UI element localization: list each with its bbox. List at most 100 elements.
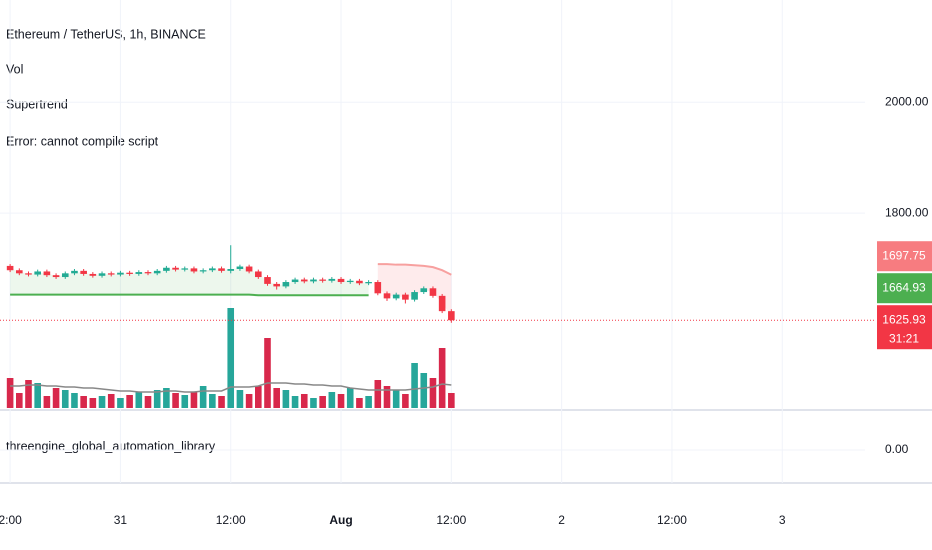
volume-bar	[98, 396, 106, 408]
chart-title: Ethereum / TetherUS, 1h, BINANCE	[6, 27, 206, 41]
volume-bar	[153, 390, 161, 408]
candle-body	[107, 273, 115, 275]
volume-bar	[190, 392, 198, 408]
indicator-name[interactable]: threengine_global_automation_library	[6, 439, 216, 453]
volume-bar	[181, 395, 189, 408]
candle-body	[16, 270, 23, 274]
volume-bar	[356, 398, 363, 408]
candle-body	[319, 279, 326, 281]
candle-body	[227, 268, 235, 271]
volume-bar	[34, 383, 41, 408]
candle-body	[135, 272, 143, 274]
volume-bar	[264, 338, 271, 408]
volume-bar	[236, 390, 244, 408]
volume-bar	[61, 390, 69, 408]
candle-body	[43, 271, 51, 276]
volume-bar	[163, 388, 170, 408]
volume-bar	[227, 308, 235, 408]
candle-body	[420, 288, 428, 293]
candle-body	[117, 272, 124, 275]
x-tick-label: 12:00	[216, 513, 246, 527]
volume-bar	[448, 393, 455, 408]
candle-body	[255, 271, 262, 278]
x-tick-label: 12:00	[657, 513, 687, 527]
volume-bar	[107, 394, 115, 408]
legend-item[interactable]: Supertrend	[6, 97, 68, 111]
volume-bar	[52, 388, 60, 408]
candle-body	[25, 273, 32, 275]
volume-bar	[245, 394, 253, 408]
candle-body	[126, 272, 133, 274]
x-tick-label: Aug	[329, 513, 352, 527]
candle-body	[346, 280, 354, 283]
volume-bar	[438, 348, 446, 408]
candle-body	[374, 282, 382, 294]
candle-body	[172, 267, 179, 270]
y-tick-label: 2000.00	[885, 94, 929, 108]
candle-body	[291, 279, 299, 283]
volume-bar	[392, 390, 400, 408]
volume-bar	[126, 395, 133, 408]
candle-body	[264, 277, 271, 284]
price-label: 1625.93	[882, 312, 926, 326]
candle-body	[163, 267, 170, 271]
candle-body	[52, 275, 60, 278]
y-tick-label: 0.00	[885, 442, 909, 456]
volume-bar	[209, 394, 216, 408]
volume-bar	[300, 394, 308, 408]
candle-body	[6, 265, 14, 271]
candle-body	[209, 268, 216, 271]
price-label-bg	[877, 241, 932, 272]
volume-bar	[282, 390, 290, 408]
y-tick-label: 1800.00	[885, 205, 929, 219]
candle-body	[429, 288, 437, 296]
volume-bar	[346, 388, 354, 408]
candle-body	[448, 311, 455, 321]
x-tick-label: 2	[558, 513, 565, 527]
candle-body	[236, 266, 244, 269]
candle-body	[411, 292, 418, 300]
supertrend-line	[10, 293, 369, 297]
candle-body	[144, 272, 152, 274]
candle-body	[365, 282, 372, 284]
candle-body	[282, 282, 290, 287]
price-label-bg	[877, 305, 932, 350]
x-tick-label: 31	[114, 513, 128, 527]
volume-bar	[172, 393, 179, 408]
candle-body	[245, 266, 253, 272]
volume-bar	[89, 398, 97, 408]
volume-bar	[135, 392, 143, 408]
candle-body	[89, 273, 97, 276]
candle-body	[392, 294, 400, 299]
candle-body	[356, 280, 363, 284]
volume-bar	[80, 396, 87, 408]
candle-body	[310, 279, 317, 282]
legend-item[interactable]: Vol	[6, 62, 23, 76]
candle-body	[438, 295, 446, 312]
countdown: 31:21	[889, 331, 919, 345]
volume-bar	[374, 380, 382, 408]
candle-body	[402, 294, 409, 300]
volume-bar	[420, 373, 428, 408]
x-tick-label: 3	[779, 513, 786, 527]
candle-body	[190, 268, 198, 272]
price-label: 1664.93	[882, 280, 926, 294]
volume-bar	[429, 378, 437, 408]
volume-bar	[255, 386, 262, 408]
candle-body	[61, 273, 69, 278]
candle-body	[273, 283, 280, 287]
candle-body	[328, 278, 336, 281]
candle-body	[300, 279, 308, 282]
legend-item[interactable]: Error: cannot compile script	[6, 134, 159, 148]
volume-bar	[310, 398, 317, 408]
candle-body	[98, 273, 106, 276]
volume-bar	[144, 396, 152, 408]
volume-bar	[43, 396, 51, 408]
candle-body	[337, 278, 345, 283]
supertrend-fill	[377, 264, 452, 316]
volume-bar	[291, 396, 299, 408]
candle-body	[383, 293, 391, 299]
volume-ma	[10, 382, 452, 393]
